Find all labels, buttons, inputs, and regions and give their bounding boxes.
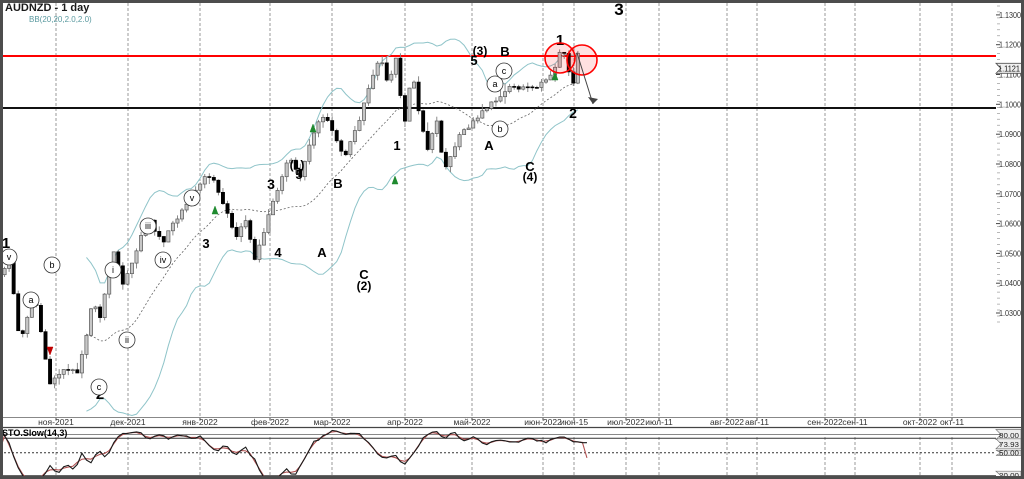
svg-text:окт-11: окт-11 xyxy=(940,417,964,427)
svg-text:c: c xyxy=(502,66,507,76)
svg-text:a: a xyxy=(28,295,33,305)
svg-text:1.1300: 1.1300 xyxy=(999,10,1021,20)
svg-text:B: B xyxy=(500,44,509,59)
svg-text:авг-11: авг-11 xyxy=(745,417,769,427)
svg-text:1.1200: 1.1200 xyxy=(999,40,1021,50)
svg-text:ii: ii xyxy=(125,335,129,345)
svg-text:v: v xyxy=(7,252,12,262)
svg-text:AUDNZD - 1 day: AUDNZD - 1 day xyxy=(5,2,90,14)
svg-text:i: i xyxy=(112,265,114,275)
svg-text:1.0300: 1.0300 xyxy=(999,308,1021,318)
svg-text:1.0900: 1.0900 xyxy=(999,129,1021,139)
svg-text:(2): (2) xyxy=(357,279,372,293)
svg-text:A: A xyxy=(484,138,494,153)
svg-text:BB(20,20,2.0,2.0): BB(20,20,2.0,2.0) xyxy=(29,15,92,24)
svg-text:B: B xyxy=(333,176,342,191)
svg-text:1.0600: 1.0600 xyxy=(999,219,1021,229)
svg-text:b: b xyxy=(49,260,54,270)
svg-text:v: v xyxy=(190,193,195,203)
svg-text:июн-15: июн-15 xyxy=(560,417,588,427)
svg-text:3: 3 xyxy=(267,176,275,192)
svg-text:дек-2021: дек-2021 xyxy=(110,417,145,427)
svg-text:50.00: 50.00 xyxy=(999,449,1019,458)
svg-text:июн-2022: июн-2022 xyxy=(524,417,562,427)
svg-text:1.1121: 1.1121 xyxy=(998,64,1020,74)
svg-text:(1): (1) xyxy=(290,158,305,172)
svg-text:4: 4 xyxy=(274,245,282,260)
svg-text:c: c xyxy=(97,382,102,392)
svg-text:3: 3 xyxy=(202,236,209,251)
svg-text:мар-2022: мар-2022 xyxy=(313,417,350,427)
svg-text:июл-2022: июл-2022 xyxy=(607,417,645,427)
svg-text:сен-11: сен-11 xyxy=(842,417,868,427)
svg-text:b: b xyxy=(497,124,502,134)
svg-text:2: 2 xyxy=(569,105,577,121)
svg-text:a: a xyxy=(492,79,497,89)
svg-text:(3): (3) xyxy=(473,44,488,58)
svg-text:май-2022: май-2022 xyxy=(453,417,490,427)
svg-text:сен-2022: сен-2022 xyxy=(807,417,843,427)
svg-text:ноя-2021: ноя-2021 xyxy=(38,417,74,427)
svg-text:фев-2022: фев-2022 xyxy=(251,417,289,427)
svg-text:(4): (4) xyxy=(523,170,538,184)
svg-text:1.0700: 1.0700 xyxy=(999,189,1021,199)
svg-text:1.0500: 1.0500 xyxy=(999,248,1021,258)
svg-text:iii: iii xyxy=(145,221,151,231)
svg-text:окт-2022: окт-2022 xyxy=(903,417,937,427)
svg-text:STO.Slow(14,3): STO.Slow(14,3) xyxy=(2,428,67,438)
svg-text:A: A xyxy=(317,245,327,260)
svg-text:1.0400: 1.0400 xyxy=(999,278,1021,288)
svg-text:iv: iv xyxy=(160,255,167,265)
svg-text:авг-2022: авг-2022 xyxy=(710,417,744,427)
svg-text:апр-2022: апр-2022 xyxy=(387,417,423,427)
svg-text:1.1000: 1.1000 xyxy=(999,99,1021,109)
svg-text:1: 1 xyxy=(393,138,400,153)
svg-text:янв-2022: янв-2022 xyxy=(182,417,218,427)
svg-text:июл-11: июл-11 xyxy=(645,417,673,427)
svg-text:1.0800: 1.0800 xyxy=(999,159,1021,169)
